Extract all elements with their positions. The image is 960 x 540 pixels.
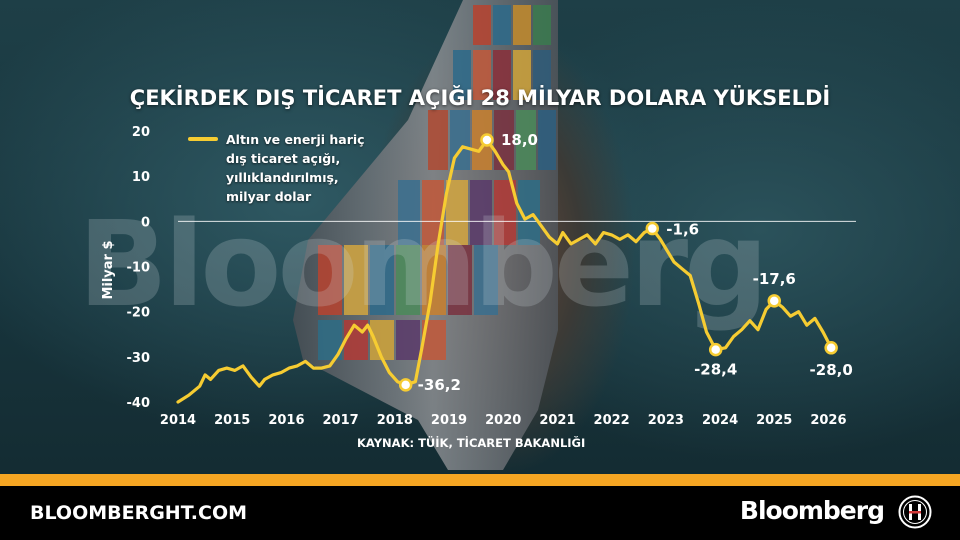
- y-tick-label: 0: [141, 215, 150, 230]
- x-tick-label: 2022: [594, 413, 630, 428]
- legend-label: Altın ve enerji hariç dış ticaret açığı,…: [226, 132, 365, 204]
- y-tick-label: 10: [132, 170, 150, 185]
- legend: Altın ve enerji hariç dış ticaret açığı,…: [188, 130, 381, 206]
- chart-title: ÇEKİRDEK DIŞ TİCARET AÇIĞI 28 MİLYAR DOL…: [129, 86, 831, 110]
- annotation-point: [398, 378, 413, 392]
- annotation-point: [480, 133, 494, 147]
- x-tick-label: 2023: [648, 413, 684, 428]
- site-url[interactable]: BLOOMBERGHT.COM: [30, 502, 248, 524]
- x-tick-label: 2015: [214, 413, 250, 428]
- footer-accent-bar: [0, 474, 960, 486]
- source-note: KAYNAK: TÜİK, TİCARET BAKANLIĞI: [357, 436, 586, 450]
- annotation-point: [645, 221, 660, 236]
- annotation-label: -36,2: [418, 376, 461, 394]
- annotation-label: -28,4: [694, 361, 737, 379]
- x-tick-label: 2014: [160, 413, 196, 428]
- footer: BLOOMBERGHT.COM Bloomberg: [0, 486, 960, 540]
- x-tick-label: 2025: [756, 413, 792, 428]
- bloomberg-ht-logo-icon: [898, 495, 932, 529]
- y-tick-label: -20: [127, 306, 151, 321]
- annotation-point: [824, 341, 838, 355]
- x-tick-label: 2020: [485, 413, 521, 428]
- x-tick-label: 2017: [323, 413, 359, 428]
- annotation-point: [767, 294, 781, 308]
- x-tick-label: 2019: [431, 413, 467, 428]
- container-ship-image: [293, 0, 558, 470]
- y-axis-label: Milyar $: [101, 240, 116, 299]
- y-tick-label: 20: [132, 125, 150, 140]
- y-tick-label: -40: [127, 396, 151, 411]
- x-tick-label: 2021: [539, 413, 575, 428]
- x-tick-label: 2016: [268, 413, 304, 428]
- x-tick-label: 2024: [702, 413, 738, 428]
- y-tick-label: -30: [127, 351, 151, 366]
- y-tick-label: -10: [127, 261, 151, 276]
- brand-logo-text: Bloomberg: [739, 496, 885, 525]
- annotation-label: 18,0: [501, 131, 538, 149]
- annotation-point: [708, 342, 723, 357]
- legend-line-swatch: [188, 137, 218, 141]
- x-tick-label: 2018: [377, 413, 413, 428]
- annotation-label: -1,6: [666, 221, 699, 239]
- x-tick-label: 2026: [810, 413, 846, 428]
- bloomberg-watermark: Bloomberg: [78, 195, 769, 333]
- annotation-label: -17,6: [753, 270, 796, 288]
- annotation-label: -28,0: [810, 361, 853, 379]
